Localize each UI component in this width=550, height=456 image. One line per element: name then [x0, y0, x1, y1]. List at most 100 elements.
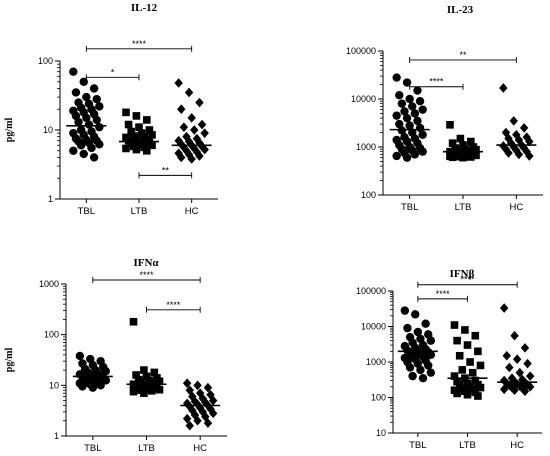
- data-point: [402, 153, 412, 162]
- data-point: [402, 78, 412, 87]
- series-TBL: [400, 306, 436, 383]
- data-point: [405, 121, 414, 130]
- y-tick-label: 10: [376, 428, 386, 438]
- data-point: [74, 117, 83, 127]
- data-point: [446, 121, 454, 129]
- data-point: [200, 128, 209, 138]
- data-point: [499, 303, 509, 313]
- data-point: [201, 397, 210, 408]
- significance-label: ****: [139, 270, 154, 280]
- series-HC: [174, 78, 209, 164]
- data-point: [415, 96, 425, 106]
- data-point: [129, 317, 138, 326]
- data-point: [413, 86, 422, 95]
- data-point: [520, 386, 530, 397]
- x-tick-label: TBL: [84, 443, 101, 454]
- data-point: [418, 130, 427, 139]
- panel-title: IFNβ: [450, 268, 475, 280]
- series-LTB: [122, 108, 156, 155]
- data-point: [122, 144, 130, 153]
- data-point: [155, 377, 164, 386]
- data-point: [190, 143, 199, 154]
- significance-label: *: [111, 67, 115, 77]
- data-point: [411, 310, 420, 319]
- data-point: [185, 401, 194, 412]
- y-tick-label: 10: [49, 380, 59, 390]
- x-tick-label: LTB: [131, 206, 148, 217]
- data-point: [392, 111, 401, 120]
- data-point: [177, 152, 186, 163]
- y-tick-label: 1000: [39, 279, 59, 289]
- series-TBL: [75, 351, 111, 392]
- data-point: [147, 387, 156, 395]
- data-point: [472, 145, 480, 154]
- y-tick-label: 1000: [366, 357, 386, 367]
- panel-4: IFNβ 10 100 1000 10000 100000 TBL LTB HC **** ****: [356, 268, 542, 451]
- x-tick-label: LTB: [138, 443, 155, 454]
- data-point: [471, 331, 480, 340]
- y-tick-label: 100000: [356, 286, 386, 296]
- data-point: [197, 119, 207, 130]
- data-point: [179, 142, 189, 153]
- data-point: [410, 109, 420, 118]
- data-point: [459, 141, 467, 149]
- data-point: [185, 385, 194, 396]
- data-point: [502, 350, 511, 361]
- series-LTB: [450, 321, 485, 400]
- data-point: [476, 361, 485, 370]
- series-HC: [182, 378, 218, 431]
- data-point: [140, 366, 148, 374]
- data-point: [184, 87, 194, 98]
- data-point: [504, 133, 513, 144]
- x-tick-label: HC: [510, 440, 524, 451]
- data-point: [471, 376, 480, 385]
- data-point: [95, 102, 104, 111]
- data-point: [82, 92, 91, 102]
- data-point: [179, 122, 189, 132]
- data-point: [413, 327, 423, 337]
- series-LTB: [129, 317, 164, 397]
- y-tick-label: 10: [43, 125, 53, 135]
- data-point: [203, 418, 213, 428]
- data-point: [148, 141, 156, 150]
- data-point: [71, 88, 81, 97]
- data-point: [463, 341, 472, 349]
- data-point: [392, 73, 401, 82]
- series-HC: [499, 83, 534, 161]
- data-point: [193, 415, 202, 426]
- data-point: [522, 146, 531, 157]
- y-tick-label: 100000: [346, 46, 376, 56]
- data-point: [69, 67, 78, 76]
- data-point: [405, 363, 415, 372]
- data-point: [75, 351, 85, 361]
- data-point: [203, 382, 213, 393]
- y-tick-label: 1000: [356, 142, 376, 152]
- data-point: [145, 126, 154, 134]
- y-tick-label: 1: [48, 194, 53, 204]
- data-point: [195, 151, 204, 161]
- data-point: [476, 383, 485, 392]
- data-point: [193, 399, 202, 410]
- data-point: [69, 146, 78, 155]
- data-point: [463, 390, 472, 399]
- x-tick-label: TBL: [409, 440, 426, 451]
- data-point: [79, 149, 88, 159]
- data-point: [89, 153, 99, 162]
- significance-label: ****: [436, 289, 451, 299]
- data-point: [418, 147, 427, 156]
- data-point: [426, 336, 436, 345]
- x-tick-label: LTB: [459, 440, 476, 451]
- data-point: [499, 83, 508, 93]
- y-tick-label: 100: [38, 56, 53, 66]
- data-point: [424, 361, 433, 370]
- data-point: [522, 132, 531, 143]
- data-point: [174, 78, 183, 88]
- data-point: [456, 134, 465, 143]
- data-point: [519, 123, 529, 133]
- data-point: [208, 395, 218, 406]
- data-point: [150, 368, 159, 377]
- data-point: [88, 383, 98, 392]
- data-point: [190, 396, 200, 407]
